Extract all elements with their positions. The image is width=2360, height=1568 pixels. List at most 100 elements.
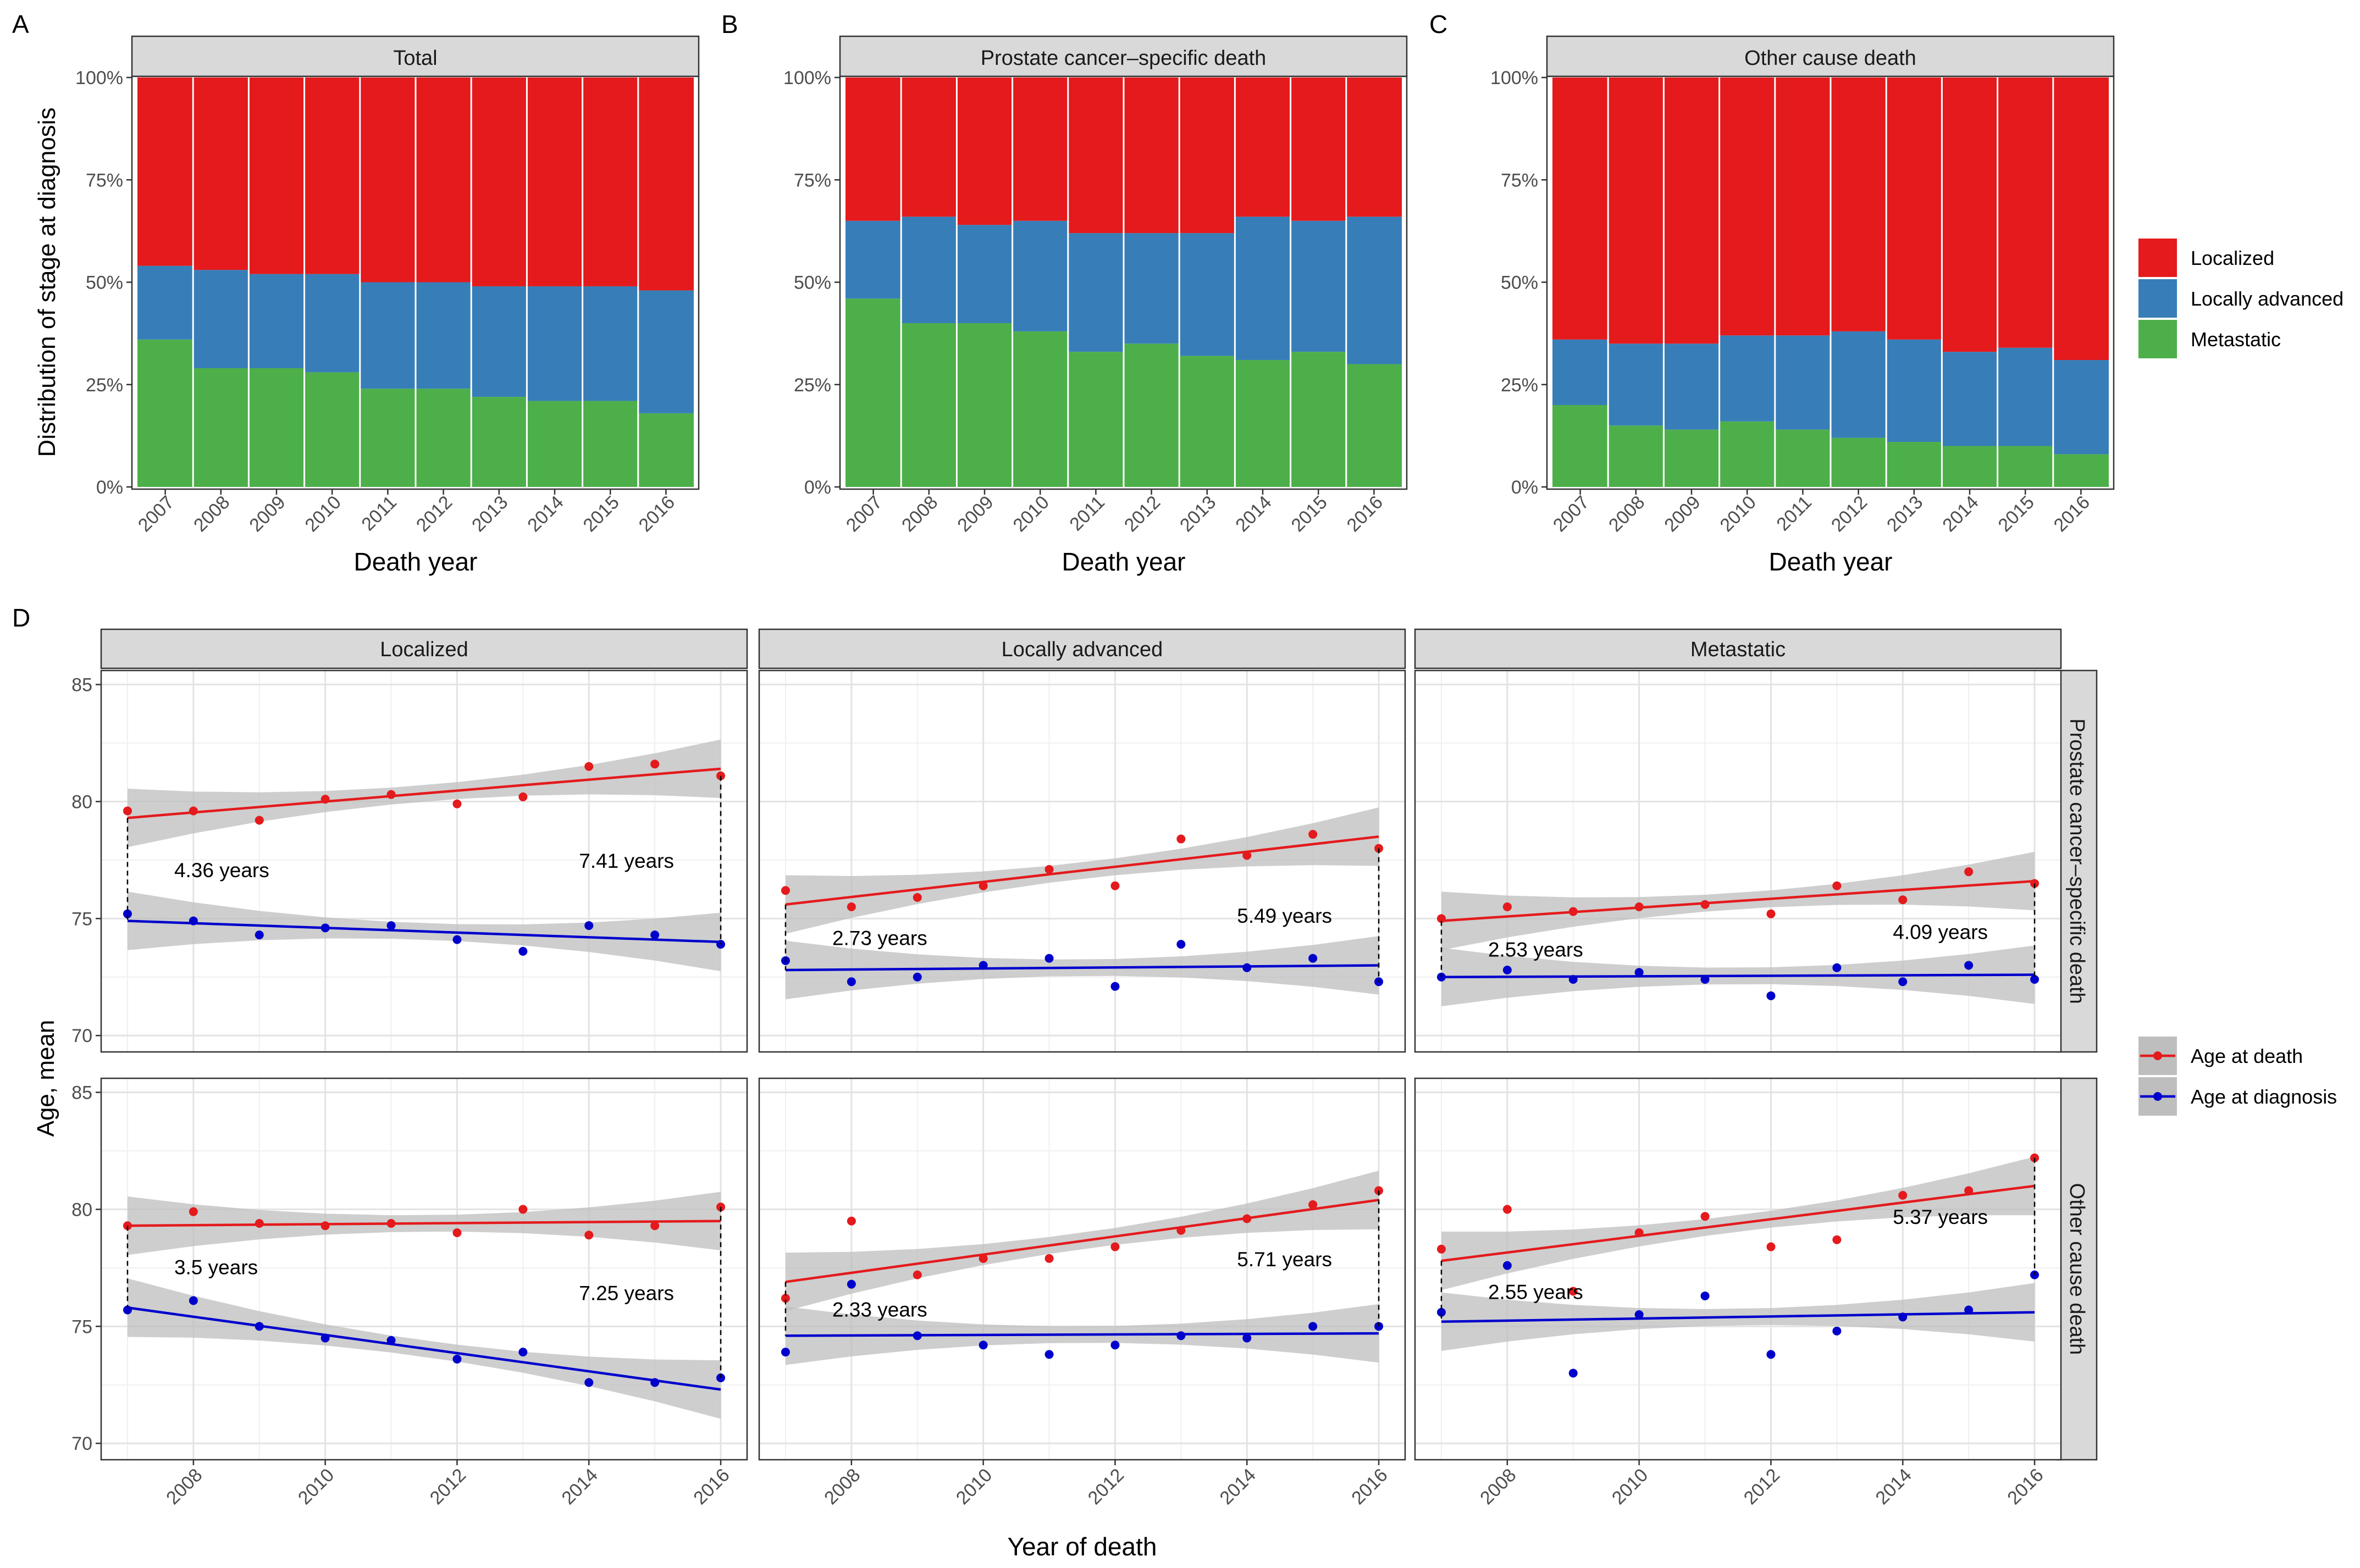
fit-line-death <box>785 835 1379 906</box>
y-tick-label: 75% <box>794 170 831 191</box>
x-tick-label: 2014 <box>1938 492 1982 536</box>
point-death <box>1700 900 1710 909</box>
x-tick-label: 2015 <box>1994 492 2038 536</box>
point-death <box>386 1218 396 1228</box>
x-tick-label: 2010 <box>952 1465 996 1509</box>
facet-label: Total <box>393 47 437 70</box>
bar-segment <box>1942 77 1998 352</box>
bar-segment <box>1608 343 1664 426</box>
bar-segment <box>1886 339 1942 442</box>
bar-segment <box>957 225 1013 323</box>
point-diagnosis <box>979 1340 988 1350</box>
facet-strip <box>131 35 700 77</box>
point-death <box>1110 1242 1120 1251</box>
point-death <box>1502 902 1512 912</box>
point-diagnosis <box>255 930 264 940</box>
bar-segment <box>1942 446 1998 487</box>
point-diagnosis <box>1964 1305 1974 1315</box>
y-tick-label: 100% <box>783 68 831 88</box>
age-panel: 3.5 years 7.25 years 70 75 80 85 2008 2010 2012 2… <box>71 1077 748 1509</box>
point-death <box>1766 909 1776 918</box>
x-tick-label: 2016 <box>1343 492 1387 536</box>
y-axis-label: Age, mean <box>32 1020 59 1137</box>
bar-segment <box>304 77 360 274</box>
point-diagnosis <box>650 1378 660 1387</box>
legend-key <box>2138 320 2177 358</box>
age-panel: 2.33 years 5.71 years 2008 2010 2012 2014 2016 <box>758 1077 1406 1509</box>
point-death <box>1502 1205 1512 1214</box>
panel-border <box>1414 1077 2062 1461</box>
point-diagnosis <box>1964 961 1974 970</box>
point-diagnosis <box>1308 1322 1318 1331</box>
point-diagnosis <box>1044 1350 1054 1359</box>
bar-segment <box>137 77 194 266</box>
x-tick-label: 2012 <box>426 1465 470 1509</box>
gap-label-first: 4.36 years <box>174 859 269 882</box>
x-tick-label: 2013 <box>1176 492 1220 536</box>
point-death <box>1898 1190 1908 1200</box>
bar-segment <box>1290 220 1346 352</box>
point-death <box>1308 1200 1318 1209</box>
gap-label-last: 5.49 years <box>1237 905 1332 927</box>
bar-segment <box>1608 77 1664 344</box>
point-diagnosis <box>1898 1312 1908 1322</box>
bar-segment <box>1719 77 1775 336</box>
legend-key-point <box>2153 1092 2162 1101</box>
x-tick-label: 2008 <box>898 492 942 536</box>
gap-label-last: 5.71 years <box>1237 1248 1332 1271</box>
y-tick-label: 75% <box>1501 170 1538 191</box>
point-death <box>452 1228 462 1238</box>
y-axis-label: Distribution of stage at diagnosis <box>34 108 60 457</box>
legend-label: Age at death <box>2191 1045 2303 1067</box>
point-death <box>1964 867 1974 877</box>
x-axis-label: Death year <box>1062 547 1185 576</box>
col-facet-strip <box>1414 628 2062 669</box>
bar-segment <box>1552 405 1609 487</box>
x-tick-label: 2015 <box>1287 492 1331 536</box>
x-tick-label: 2016 <box>689 1465 733 1509</box>
point-diagnosis <box>1634 1310 1644 1320</box>
age-legend: Age at death Age at diagnosis <box>2138 1037 2337 1116</box>
point-death <box>847 902 856 912</box>
gap-label-first: 2.53 years <box>1488 939 1583 961</box>
x-tick-label: 2014 <box>523 492 567 536</box>
bar-segment <box>360 282 416 389</box>
point-death <box>320 795 330 804</box>
point-death <box>518 1205 528 1214</box>
col-facet-strip <box>100 628 748 669</box>
x-axis-label: Year of death <box>1008 1532 1157 1561</box>
point-death <box>1110 881 1120 890</box>
bar-segment <box>2053 454 2109 487</box>
x-tick-label: 2007 <box>134 492 178 536</box>
y-tick-label: 85 <box>71 675 92 696</box>
bar-segment <box>1290 77 1346 221</box>
point-diagnosis <box>189 1296 198 1305</box>
point-death <box>781 1294 790 1303</box>
bar-segment <box>1831 437 1887 487</box>
panel-border <box>1414 669 2062 1053</box>
bar-segment <box>901 323 957 487</box>
x-tick-label: 2016 <box>2003 1465 2047 1509</box>
legend-key <box>2138 239 2177 277</box>
panel-border <box>758 669 1406 1053</box>
point-diagnosis <box>123 909 132 918</box>
x-tick-label: 2012 <box>1084 1465 1128 1509</box>
x-tick-label: 2010 <box>1716 492 1760 536</box>
fit-line-death <box>127 767 721 819</box>
bar-segment <box>137 265 194 340</box>
point-diagnosis <box>847 1279 856 1289</box>
bar-segment <box>304 372 360 487</box>
fit-line-death <box>127 1220 721 1227</box>
x-tick-label: 2007 <box>842 492 886 536</box>
x-tick-label: 2008 <box>1605 492 1649 536</box>
bar-segment <box>1290 352 1346 487</box>
bar-segment <box>193 77 249 270</box>
legend-label: Metastatic <box>2191 328 2281 351</box>
point-diagnosis <box>189 916 198 926</box>
bar-segment <box>582 286 638 401</box>
bar-segment <box>1886 442 1942 487</box>
point-death <box>1766 1242 1776 1251</box>
bar-segment <box>1179 356 1235 487</box>
point-diagnosis <box>1110 982 1120 991</box>
